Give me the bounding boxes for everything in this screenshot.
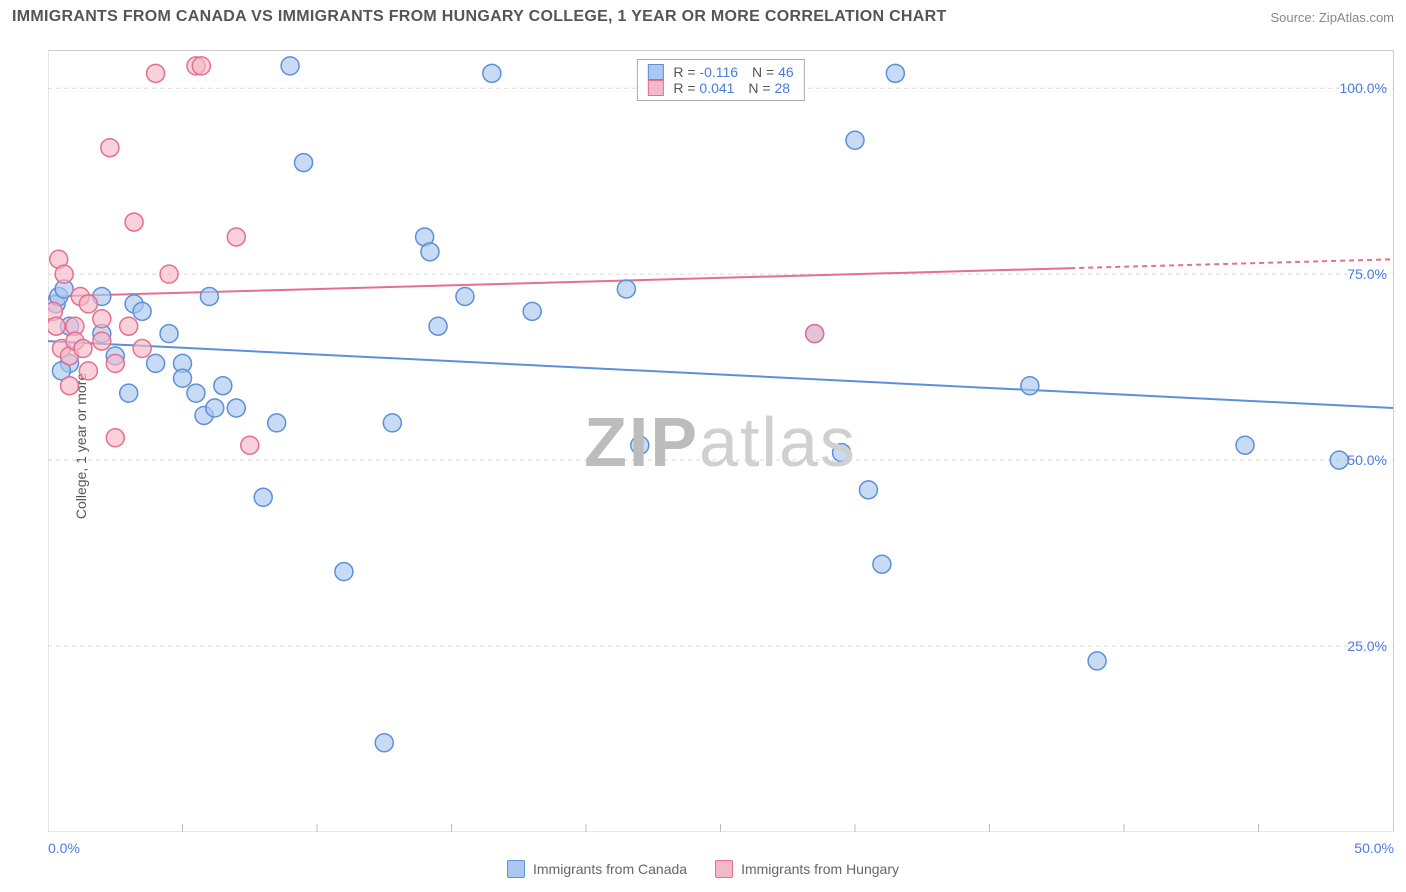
- bottom-legend: Immigrants from Canada Immigrants from Hu…: [0, 860, 1406, 878]
- svg-text:100.0%: 100.0%: [1340, 80, 1387, 96]
- legend-item: Immigrants from Hungary: [715, 860, 899, 878]
- svg-text:25.0%: 25.0%: [1347, 638, 1387, 654]
- stats-legend: R = -0.116 N = 46R = 0.041 N = 28: [636, 59, 804, 101]
- legend-item: Immigrants from Canada: [507, 860, 687, 878]
- x-axis-labels: 0.0% 50.0%: [48, 840, 1394, 856]
- x-tick-label: 50.0%: [1354, 840, 1394, 856]
- svg-text:50.0%: 50.0%: [1347, 452, 1387, 468]
- x-tick-label: 0.0%: [48, 840, 80, 856]
- scatter-chart: 25.0% 50.0% 75.0% 100.0%: [48, 51, 1393, 832]
- stats-row: R = -0.116 N = 46: [647, 64, 793, 80]
- source-label: Source: ZipAtlas.com: [1270, 10, 1394, 25]
- chart-area: 25.0%50.0%75.0%100.0% ZIPatlas R = -0.11…: [48, 50, 1394, 832]
- svg-text:75.0%: 75.0%: [1347, 266, 1387, 282]
- chart-title: IMMIGRANTS FROM CANADA VS IMMIGRANTS FRO…: [12, 8, 947, 26]
- stats-row: R = 0.041 N = 28: [647, 80, 793, 96]
